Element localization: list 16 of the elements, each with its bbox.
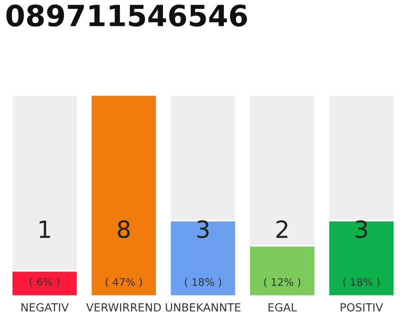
data-label: 3 xyxy=(356,220,368,238)
data-label: 2 xyxy=(276,220,288,238)
x-tick-label: NEGATIV xyxy=(22,303,69,312)
annotation: ( 12% ) xyxy=(264,278,300,288)
annotation: ( 47% ) xyxy=(106,278,142,288)
x-tick-label: POSITIV xyxy=(340,303,384,312)
x-tick-label: UNBEKANNTE xyxy=(166,303,240,312)
x-tick-label: EGAL xyxy=(268,303,297,312)
x-tick-label: VERWIRREND xyxy=(86,303,161,312)
annotation: ( 18% ) xyxy=(343,278,380,288)
annotation: ( 18% ) xyxy=(184,278,222,288)
annotation: ( 6% ) xyxy=(30,278,60,288)
chart-title: 089711546546 xyxy=(6,4,247,27)
data-label: 1 xyxy=(40,220,50,238)
data-label: 8 xyxy=(118,220,130,238)
data-label: 3 xyxy=(197,220,209,238)
